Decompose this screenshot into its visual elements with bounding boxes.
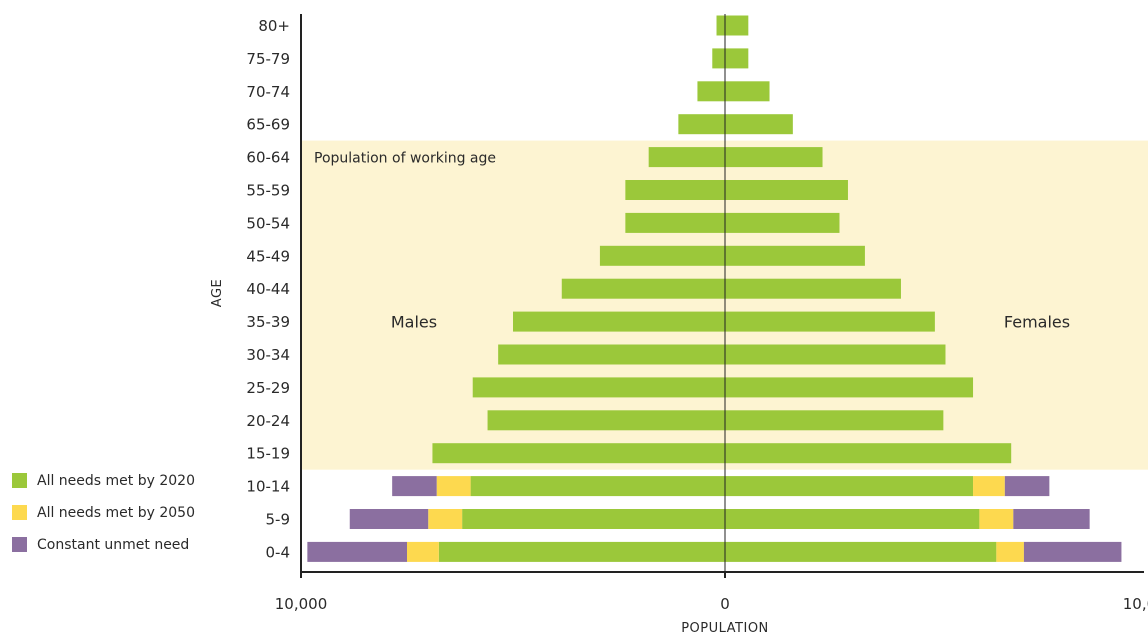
bar-female-75-79-s0 bbox=[725, 48, 749, 69]
bar-female-20-24-s0 bbox=[725, 410, 944, 431]
x-axis-title: POPULATION bbox=[681, 621, 769, 636]
bar-male-20-24-s0 bbox=[487, 410, 725, 431]
bar-female-15-19-s0 bbox=[725, 443, 1012, 464]
bar-male-70-74-s0 bbox=[697, 81, 725, 102]
bar-male-0-4-s0 bbox=[438, 541, 725, 562]
x-tick-label-2: 10,000 bbox=[1123, 595, 1148, 613]
legend-label-2050: All needs met by 2050 bbox=[37, 504, 195, 521]
bar-male-50-54-s0 bbox=[625, 212, 725, 233]
bar-male-60-64-s0 bbox=[648, 147, 725, 168]
age-tick-10-14: 10-14 bbox=[246, 478, 290, 496]
bar-male-25-29-s0 bbox=[472, 377, 725, 398]
legend: All needs met by 2020 All needs met by 2… bbox=[12, 470, 195, 566]
bar-male-65-69-s0 bbox=[678, 114, 725, 135]
females-annotation: Females bbox=[1004, 313, 1070, 332]
legend-label-2020: All needs met by 2020 bbox=[37, 472, 195, 489]
age-tick-50-54: 50-54 bbox=[246, 214, 290, 232]
age-tick-70-74: 70-74 bbox=[246, 83, 290, 101]
age-tick-80plus: 80+ bbox=[258, 17, 290, 35]
bar-male-5-9-s0 bbox=[462, 509, 725, 529]
working-age-band-label: Population of working age bbox=[314, 151, 496, 167]
age-tick-45-49: 45-49 bbox=[246, 247, 290, 265]
bar-female-30-34-s0 bbox=[725, 344, 946, 365]
bar-female-55-59-s0 bbox=[725, 180, 848, 200]
legend-item-2050: All needs met by 2050 bbox=[12, 502, 195, 523]
bar-female-10-14-s1 bbox=[973, 476, 1005, 497]
x-tick-label-1: 0 bbox=[720, 595, 730, 613]
age-tick-20-24: 20-24 bbox=[246, 412, 290, 430]
bar-male-80plus-s0 bbox=[716, 15, 725, 36]
age-tick-65-69: 65-69 bbox=[246, 116, 290, 134]
bar-male-30-34-s0 bbox=[498, 344, 725, 365]
males-annotation: Males bbox=[391, 313, 437, 332]
bar-female-35-39-s0 bbox=[725, 311, 935, 332]
bar-female-5-9-s1 bbox=[979, 509, 1014, 529]
bar-female-40-44-s0 bbox=[725, 278, 901, 299]
legend-swatch-unmet bbox=[12, 537, 27, 552]
bar-male-10-14-s0 bbox=[470, 476, 725, 497]
bar-female-65-69-s0 bbox=[725, 114, 793, 135]
bar-male-10-14-s1 bbox=[436, 476, 471, 497]
bar-male-35-39-s0 bbox=[513, 311, 725, 332]
age-tick-75-79: 75-79 bbox=[246, 50, 290, 68]
x-tick-label-0: 10,000 bbox=[275, 595, 328, 613]
bar-female-5-9-s2 bbox=[1013, 509, 1090, 529]
age-tick-30-34: 30-34 bbox=[246, 346, 290, 364]
bars bbox=[307, 15, 1122, 562]
bar-male-10-14-s2 bbox=[392, 476, 437, 497]
bar-male-0-4-s2 bbox=[307, 541, 407, 562]
legend-label-unmet: Constant unmet need bbox=[37, 536, 190, 553]
bar-male-40-44-s0 bbox=[561, 278, 725, 299]
bar-female-60-64-s0 bbox=[725, 147, 823, 168]
bar-female-45-49-s0 bbox=[725, 245, 865, 266]
age-tick-5-9: 5-9 bbox=[266, 511, 291, 529]
legend-swatch-2050 bbox=[12, 505, 27, 520]
bar-female-50-54-s0 bbox=[725, 212, 840, 233]
age-tick-60-64: 60-64 bbox=[246, 149, 290, 167]
legend-item-2020: All needs met by 2020 bbox=[12, 470, 195, 491]
bar-female-70-74-s0 bbox=[725, 81, 770, 102]
bar-male-75-79-s0 bbox=[712, 48, 725, 69]
x-ticks: 10,000 0 10,000 bbox=[275, 572, 1148, 613]
bar-female-80plus-s0 bbox=[725, 15, 749, 36]
bar-male-15-19-s0 bbox=[432, 443, 725, 464]
bar-female-5-9-s0 bbox=[725, 509, 980, 529]
bar-male-5-9-s2 bbox=[349, 509, 429, 529]
bar-male-45-49-s0 bbox=[599, 245, 725, 266]
bar-male-0-4-s1 bbox=[407, 541, 439, 562]
bar-male-5-9-s1 bbox=[428, 509, 463, 529]
bar-female-0-4-s0 bbox=[725, 541, 997, 562]
age-tick-25-29: 25-29 bbox=[246, 379, 290, 397]
y-axis-title: AGE bbox=[210, 279, 225, 307]
age-tick-0-4: 0-4 bbox=[266, 543, 291, 561]
bar-male-55-59-s0 bbox=[625, 180, 725, 200]
age-tick-35-39: 35-39 bbox=[246, 313, 290, 331]
age-tick-labels: 80+ 75-79 70-74 65-69 60-64 55-59 50-54 45-49 40… bbox=[246, 17, 290, 561]
bar-female-10-14-s2 bbox=[1004, 476, 1050, 497]
bar-female-25-29-s0 bbox=[725, 377, 974, 398]
age-tick-55-59: 55-59 bbox=[246, 182, 290, 200]
bar-female-0-4-s1 bbox=[996, 541, 1024, 562]
age-tick-15-19: 15-19 bbox=[246, 445, 290, 463]
age-tick-40-44: 40-44 bbox=[246, 280, 290, 298]
legend-swatch-2020 bbox=[12, 473, 27, 488]
bar-female-10-14-s0 bbox=[725, 476, 974, 497]
bar-female-0-4-s2 bbox=[1023, 541, 1122, 562]
legend-item-unmet: Constant unmet need bbox=[12, 534, 195, 555]
